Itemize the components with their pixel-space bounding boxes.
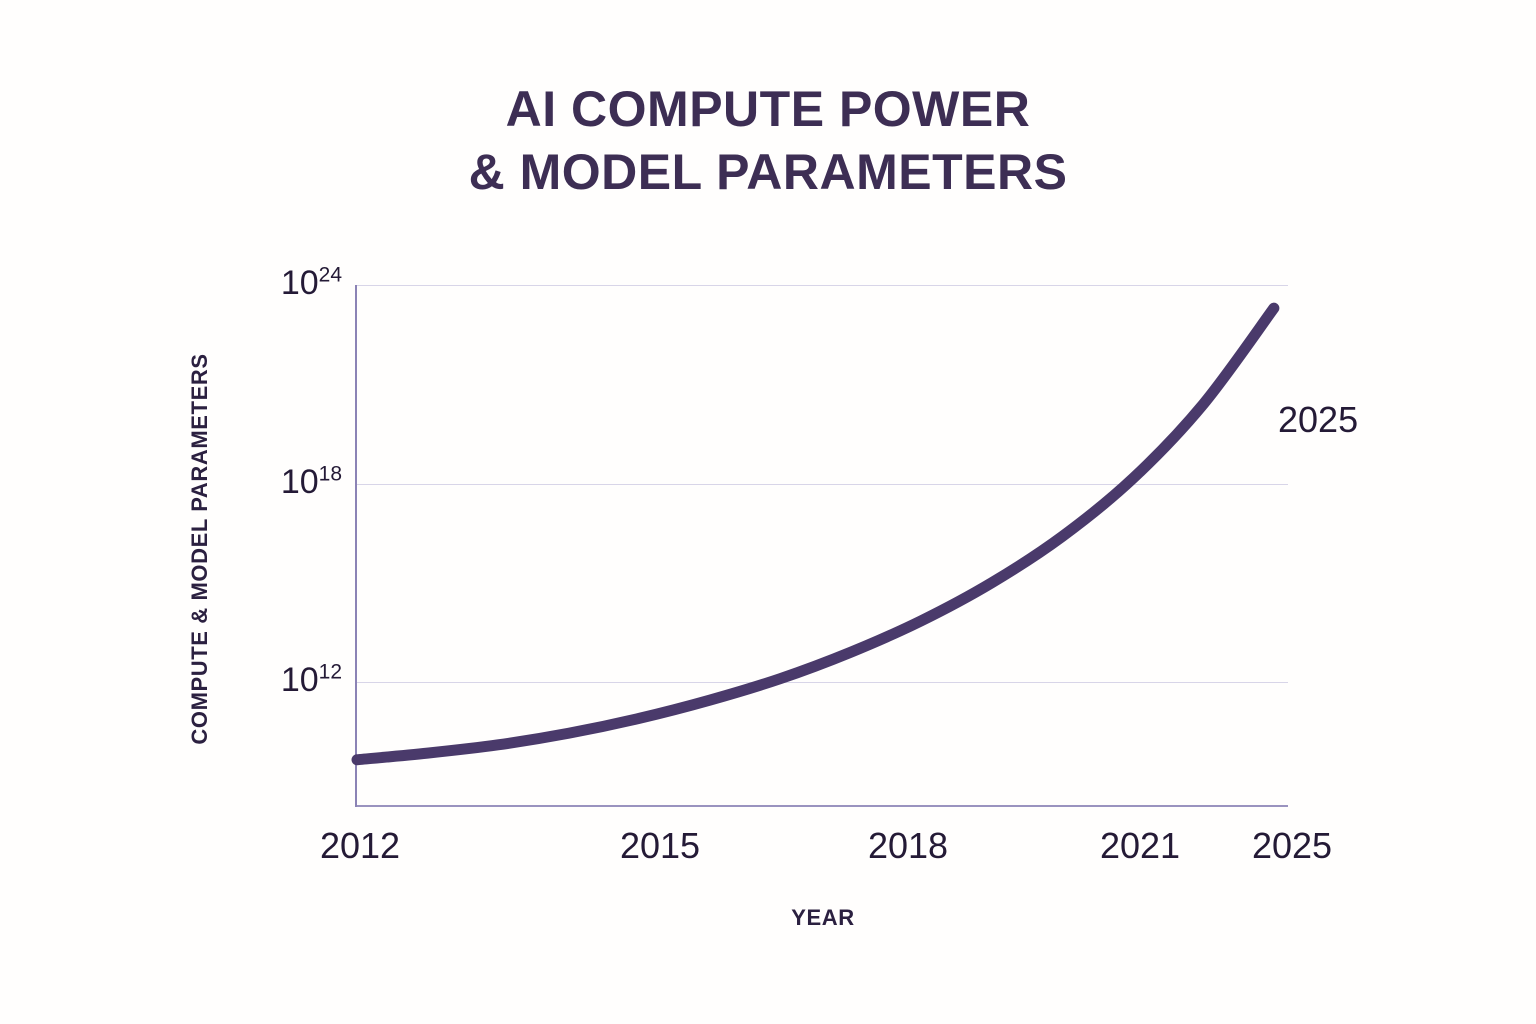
y-tick-label-2: 1012 <box>280 660 342 699</box>
gridline-1e24 <box>357 285 1288 286</box>
x-axis-title: YEAR <box>791 905 855 930</box>
y-tick-label-0: 1024 <box>280 263 342 302</box>
y-tick-label-1: 1018 <box>280 462 342 501</box>
series-line-compute-model-parameters <box>351 302 1280 766</box>
gridline-1e12 <box>357 682 1288 683</box>
x-tick-label-2021: 2021 <box>1099 825 1181 866</box>
x-tick-label-2012: 2012 <box>319 825 401 866</box>
y-tick-mantissa-0: 10 <box>280 264 319 302</box>
y-axis-line <box>355 285 357 807</box>
gridline-1e18 <box>357 484 1288 485</box>
y-tick-mantissa-2: 10 <box>280 661 319 699</box>
annotation-2025: 2025 <box>1278 399 1359 440</box>
y-tick-exponent-1: 18 <box>318 462 342 486</box>
x-axis-line <box>357 805 1288 807</box>
x-tick-label-2025: 2025 <box>1251 825 1333 866</box>
y-tick-exponent-2: 12 <box>318 660 342 684</box>
y-tick-mantissa-1: 10 <box>280 463 319 501</box>
chart-title: AI COMPUTE POWER & MODEL PARAMETERS <box>468 81 1068 200</box>
y-axis-title: COMPUTE & MODEL PARAMETERS <box>187 353 212 745</box>
y-tick-exponent-0: 24 <box>318 263 342 287</box>
x-tick-label-2018: 2018 <box>867 825 949 866</box>
x-tick-label-2015: 2015 <box>619 825 701 866</box>
